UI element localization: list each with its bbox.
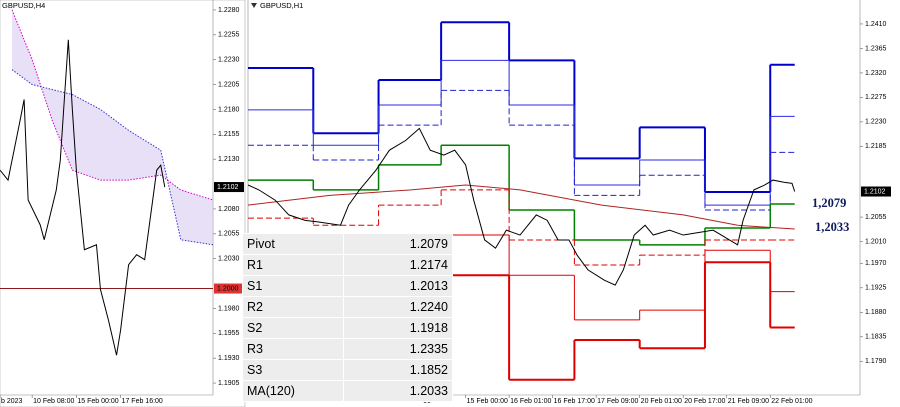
- x-tick-label: 15 Feb 00:00: [467, 398, 508, 405]
- pivot-label: Pivot: [242, 233, 344, 255]
- pivot-value: 1.2335: [343, 338, 453, 360]
- pivot-value: 1.2174: [343, 254, 453, 276]
- y-tick-label: 1.2410: [865, 21, 887, 28]
- pivot-value: 1.2079: [343, 233, 453, 255]
- pivot-label: S2: [242, 317, 344, 339]
- x-tick-label: 15 Feb 00:00: [77, 398, 118, 405]
- y-tick-label: 1.2365: [865, 45, 887, 52]
- price-label-box: [214, 182, 244, 193]
- y-tick-label: 1.2230: [218, 57, 240, 64]
- pivot-table: Pivot 1.2079 R1 1.2174 S1 1.2013 R2 1.2240 S2 1.1…: [242, 233, 453, 402]
- cloud-fill: [12, 9, 213, 245]
- y-tick-label: 1.2180: [218, 106, 240, 113]
- y-tick-label: 1.1925: [865, 285, 887, 292]
- price-label-box: [861, 186, 891, 197]
- y-tick-label: 1.2080: [218, 206, 240, 213]
- y-tick-label: 1.2320: [865, 70, 887, 77]
- pivot-label: S3: [242, 359, 344, 381]
- y-tick-label: 1.1980: [218, 305, 240, 312]
- pivot-row: MA(120) 1.2033: [242, 380, 453, 402]
- pivot-row: S3 1.1852: [242, 359, 453, 381]
- annotation: 1,2079: [812, 196, 846, 210]
- pivot-row: S1 1.2013: [242, 275, 453, 297]
- price-line: [0, 39, 166, 356]
- price-label: 1.2102: [217, 184, 239, 191]
- y-tick-label: 1.1835: [865, 334, 887, 341]
- x-tick-label: 10 Feb 08:00: [33, 398, 74, 405]
- pivot-row: R1 1.2174: [242, 254, 453, 276]
- pivot-label: S1: [242, 275, 344, 297]
- cloud-span: [11, 69, 214, 246]
- pivot-row: S2 1.1918: [242, 317, 453, 339]
- y-tick-label: 1.2275: [865, 94, 887, 101]
- pivot-value: 1.2033: [343, 380, 453, 402]
- y-tick-label: 1.2130: [218, 156, 240, 163]
- pivot-value: 1.2240: [343, 296, 453, 318]
- pivot-label: R1: [242, 254, 344, 276]
- y-tick-label: 1.1970: [865, 260, 887, 267]
- y-tick-label: 1.2255: [218, 32, 240, 39]
- menu-arrow: [251, 3, 257, 8]
- x-tick-label: 20 Feb 01:00: [641, 398, 682, 405]
- cloud-span: [11, 9, 214, 201]
- pivot-label: MA(120): [242, 380, 344, 402]
- pivot-label: R3: [242, 338, 344, 360]
- y-tick-label: 1.1880: [865, 309, 887, 316]
- level-label: 1.2000: [217, 285, 239, 292]
- y-tick-label: 1.1905: [218, 380, 240, 387]
- level-label-box: [214, 283, 244, 294]
- y-tick-label: 1.2155: [218, 131, 240, 138]
- y-tick-label: 1.2205: [218, 81, 240, 88]
- y-tick-label: 1.2055: [865, 214, 887, 221]
- annotation: 1,2033: [815, 220, 849, 234]
- price-line: [247, 127, 796, 286]
- x-tick-label: 17 Feb 16:00: [122, 398, 163, 405]
- y-tick-label: 1.1930: [218, 355, 240, 362]
- x-tick-label: b 2023: [1, 398, 23, 405]
- y-tick-label: 1.2055: [218, 231, 240, 238]
- pivot-row: R2 1.2240: [242, 296, 453, 318]
- x-tick-label: 22 Feb 01:00: [771, 398, 812, 405]
- x-tick-label: 16 Feb 01:00: [510, 398, 551, 405]
- x-tick-label: 16 Feb 17:00: [554, 398, 595, 405]
- y-tick-label: 1.2280: [218, 7, 240, 14]
- x-tick-label: 20 Feb 17:00: [684, 398, 725, 405]
- price-label: 1.2102: [864, 188, 886, 195]
- pivot-row: R3 1.2335: [242, 338, 453, 360]
- pivot-value: 1.2013: [343, 275, 453, 297]
- pivot-label: R2: [242, 296, 344, 318]
- pivot-value: 1.1918: [343, 317, 453, 339]
- chart-title: GBPUSD,H1: [260, 1, 303, 10]
- pivot-row: Pivot 1.2079: [242, 233, 453, 255]
- y-tick-label: 1.2030: [218, 256, 240, 263]
- y-tick-label: 1.2230: [865, 119, 887, 126]
- chart-title: GBPUSD,H4: [2, 1, 45, 10]
- y-tick-label: 1.2185: [865, 143, 887, 150]
- y-tick-label: 1.1790: [865, 358, 887, 365]
- y-tick-label: 1.1955: [218, 330, 240, 337]
- x-tick-label: 17 Feb 09:00: [597, 398, 638, 405]
- pivot-value: 1.1852: [343, 359, 453, 381]
- y-tick-label: 1.2010: [865, 238, 887, 245]
- x-tick-label: 21 Feb 09:00: [728, 398, 769, 405]
